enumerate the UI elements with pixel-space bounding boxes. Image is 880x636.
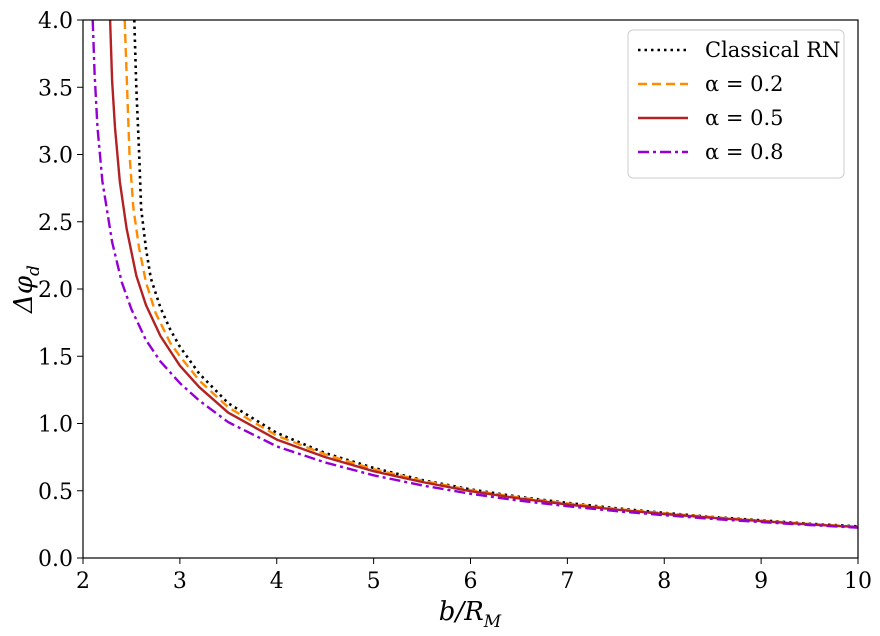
legend-label: Classical RN (705, 38, 840, 62)
x-axis-label: b/RM (439, 597, 502, 632)
series-line-3 (91, 20, 858, 529)
x-tick-label: 7 (560, 569, 574, 594)
x-tick-label: 6 (464, 569, 478, 594)
legend-label: α = 0.2 (705, 72, 784, 96)
legend-label: α = 0.8 (705, 140, 784, 164)
y-tick-label: 1.5 (38, 345, 73, 370)
legend-label: α = 0.5 (705, 106, 784, 130)
x-axis: 2 3 4 5 6 7 8 9 10 (76, 558, 872, 594)
series-line-2 (108, 20, 858, 529)
x-tick-label: 4 (270, 569, 284, 594)
x-tick-label: 9 (754, 569, 768, 594)
series-layer (91, 20, 858, 529)
y-axis: 0.0 0.5 1.0 1.5 2.0 2.5 3.0 3.5 4.0 (38, 9, 83, 572)
x-tick-label: 5 (367, 569, 381, 594)
y-tick-label: 0.0 (38, 547, 73, 572)
x-tick-label: 10 (844, 569, 872, 594)
x-tick-label: 2 (76, 569, 90, 594)
x-tick-label: 8 (657, 569, 671, 594)
x-tick-label: 3 (173, 569, 187, 594)
series-line-1 (123, 20, 858, 528)
y-axis-label: Δφd (9, 265, 44, 314)
legend: Classical RN α = 0.2 α = 0.5 α = 0.8 (627, 29, 845, 179)
y-tick-label: 3.5 (38, 76, 73, 101)
y-tick-label: 4.0 (38, 9, 73, 34)
y-tick-label: 0.5 (38, 480, 73, 505)
series-line-0 (133, 20, 858, 528)
legend-frame (627, 29, 845, 179)
y-tick-label: 1.0 (38, 413, 73, 438)
y-tick-label: 2.0 (38, 278, 73, 303)
y-tick-label: 2.5 (38, 211, 73, 236)
y-tick-label: 3.0 (38, 144, 73, 169)
